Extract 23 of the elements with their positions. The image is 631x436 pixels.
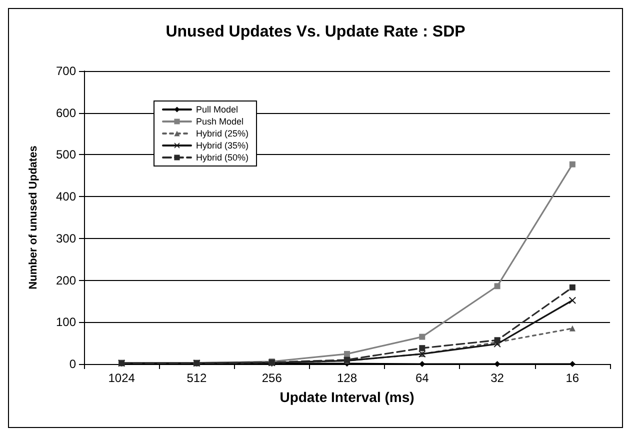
x-axis-title: Update Interval (ms)	[280, 389, 414, 405]
x-tick-label: 256	[262, 371, 282, 385]
x-tick-label: 16	[566, 371, 580, 385]
legend-label: Push Model	[196, 116, 244, 126]
y-axis-title: Number of unused Updates	[28, 146, 40, 290]
x-tick-label: 512	[186, 371, 208, 385]
legend-label: Hybrid (25%)	[196, 128, 249, 138]
y-tick-label: 400	[56, 190, 76, 204]
x-tick-label: 32	[490, 371, 504, 385]
legend-label: Hybrid (35%)	[196, 140, 249, 150]
y-tick-label: 300	[56, 231, 76, 246]
y-tick-label: 100	[56, 315, 76, 330]
y-tick-label: 700	[56, 64, 76, 78]
chart-title: Unused Updates Vs. Update Rate : SDP	[166, 24, 466, 40]
legend-label: Hybrid (50%)	[196, 152, 249, 162]
x-tick-label: 128	[336, 371, 358, 385]
y-tick-label: 500	[56, 148, 76, 162]
x-tick-label: 64	[415, 371, 430, 385]
y-tick-label: 0	[69, 357, 76, 371]
y-tick-label: 200	[56, 273, 76, 288]
y-tick-label: 600	[56, 106, 76, 120]
x-tick-label: 1024	[108, 371, 136, 385]
legend-label: Pull Model	[196, 104, 238, 114]
